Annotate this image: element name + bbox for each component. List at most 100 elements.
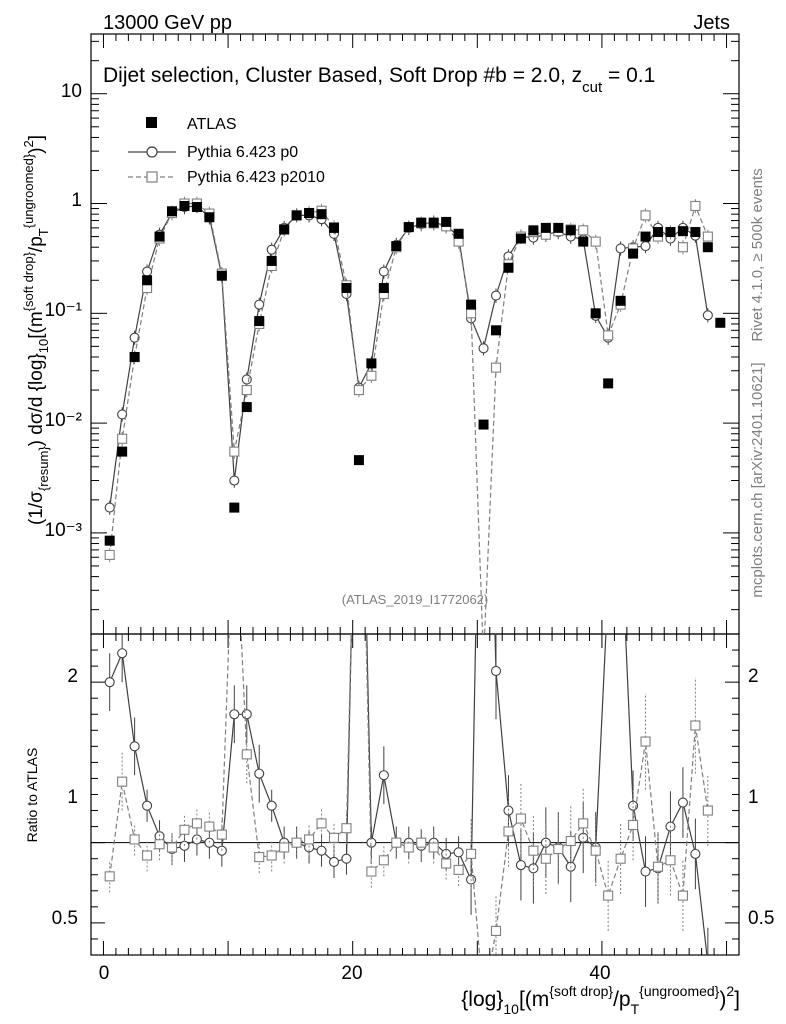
data-point-atlas — [453, 228, 464, 239]
ratio-point-p2010 — [553, 844, 564, 855]
ratio-point-p2010 — [590, 845, 601, 856]
data-point-atlas — [329, 222, 339, 233]
data-point-atlas — [378, 283, 389, 294]
ratio-point-p2010 — [391, 837, 402, 848]
data-point-atlas — [515, 233, 526, 244]
legend-marker-atlas — [146, 117, 157, 128]
x-tick-label: 0 — [99, 963, 110, 984]
ratio-point-p0 — [104, 677, 115, 688]
data-point-atlas — [241, 402, 252, 413]
ratio-point-p2010 — [266, 850, 277, 861]
ratio-tick-label-right: 2 — [748, 666, 759, 687]
ratio-point-p0 — [254, 768, 265, 779]
data-point-atlas — [578, 236, 589, 247]
ratio-point-p2010 — [316, 818, 327, 829]
data-point-p0 — [241, 374, 252, 385]
data-point-atlas — [229, 502, 240, 513]
y-tick-label: 10⁻¹ — [45, 300, 83, 321]
data-point-p2010 — [603, 330, 614, 341]
data-point-atlas — [291, 210, 302, 221]
ratio-point-p2010 — [640, 736, 651, 747]
ratio-point-p2010 — [428, 842, 439, 853]
data-point-atlas — [503, 262, 514, 273]
header-right: Jets — [693, 12, 730, 34]
ratio-tick-label-right: 1 — [748, 787, 759, 808]
ratio-point-p2010 — [677, 890, 688, 901]
data-point-atlas — [416, 217, 427, 228]
data-point-p0 — [266, 244, 277, 255]
data-point-p0 — [117, 409, 128, 420]
data-point-atlas — [142, 275, 153, 286]
header-left: 13000 GeV pp — [103, 12, 232, 34]
data-point-atlas — [403, 222, 414, 233]
ratio-point-p2010 — [403, 842, 414, 853]
ratio-point-p0 — [690, 848, 701, 859]
ratio-point-p2010 — [254, 852, 265, 863]
data-point-atlas — [428, 217, 439, 228]
y-tick-label: 10⁻² — [45, 410, 83, 431]
data-point-p2010 — [677, 242, 688, 253]
ratio-point-p2010 — [378, 855, 389, 866]
ratio-point-p2010 — [279, 842, 290, 853]
ratio-point-p0 — [328, 856, 340, 867]
ratio-point-p2010 — [328, 832, 340, 843]
data-point-atlas — [191, 201, 202, 212]
ratio-point-p2010 — [117, 776, 128, 787]
data-point-p2010 — [578, 225, 589, 236]
ratio-point-p2010 — [341, 823, 352, 834]
data-point-atlas — [129, 352, 140, 363]
y-tick-label: 10 — [61, 81, 82, 102]
data-point-atlas — [665, 227, 676, 238]
ratio-tick-labels: 2 1 0.5 2 1 0.5 — [52, 666, 775, 929]
ratio-point-p2010 — [466, 848, 477, 859]
data-point-atlas — [179, 200, 190, 211]
analysis-watermark: (ATLAS_2019_I1772062) — [342, 592, 488, 607]
ratio-point-p2010 — [665, 855, 676, 866]
ratio-point-p2010 — [441, 858, 452, 869]
ratio-tick-label: 0.5 — [52, 908, 78, 929]
ratio-tick-label: 2 — [67, 666, 78, 687]
ratio-point-p2010 — [690, 720, 701, 731]
data-point-atlas — [640, 231, 651, 242]
ratio-point-p2010 — [304, 834, 315, 845]
data-point-atlas — [366, 358, 377, 369]
data-point-p2010 — [241, 385, 252, 396]
data-point-atlas — [603, 378, 614, 389]
data-point-p2010 — [353, 385, 364, 396]
data-point-p0 — [129, 332, 140, 343]
data-point-p0 — [702, 310, 713, 321]
data-point-atlas — [154, 231, 165, 242]
axis-ticks — [91, 34, 739, 955]
ratio-point-p0 — [316, 845, 327, 856]
ratio-point-p2010 — [291, 837, 302, 848]
ratio-point-p2010 — [129, 834, 140, 845]
ratio-point-p2010 — [366, 866, 377, 877]
data-point-p2010 — [590, 236, 601, 247]
data-point-atlas — [391, 241, 402, 252]
x-axis-label: {log}10[(m{soft drop}/pT{ungroomed})2] — [461, 983, 740, 1017]
data-point-p2010 — [104, 549, 115, 560]
data-point-atlas — [540, 222, 551, 233]
data-point-p0 — [229, 475, 240, 486]
ratio-tick-label-right: 0.5 — [748, 908, 774, 929]
legend-marker-p2010 — [146, 171, 158, 183]
ratio-point-p0 — [129, 741, 140, 752]
ratio-point-p2010 — [191, 818, 202, 829]
ratio-point-p2010 — [204, 821, 215, 832]
data-point-atlas — [690, 227, 701, 238]
data-point-atlas — [628, 248, 639, 259]
ratio-y-axis-label: Ratio to ATLAS — [24, 748, 40, 843]
data-point-p2010 — [479, 655, 488, 664]
ratio-point-p2010 — [615, 853, 626, 864]
data-point-p0 — [378, 266, 389, 277]
ratio-point-p2010 — [503, 826, 514, 837]
ratio-point-p2010 — [652, 861, 664, 872]
y-tick-label: 1 — [71, 190, 82, 211]
data-point-p0 — [640, 240, 651, 252]
ratio-point-p0 — [241, 709, 252, 720]
legend-marker-p0 — [146, 146, 158, 158]
data-point-atlas — [466, 299, 477, 310]
data-point-p2010 — [466, 308, 477, 319]
data-point-atlas — [216, 270, 227, 281]
